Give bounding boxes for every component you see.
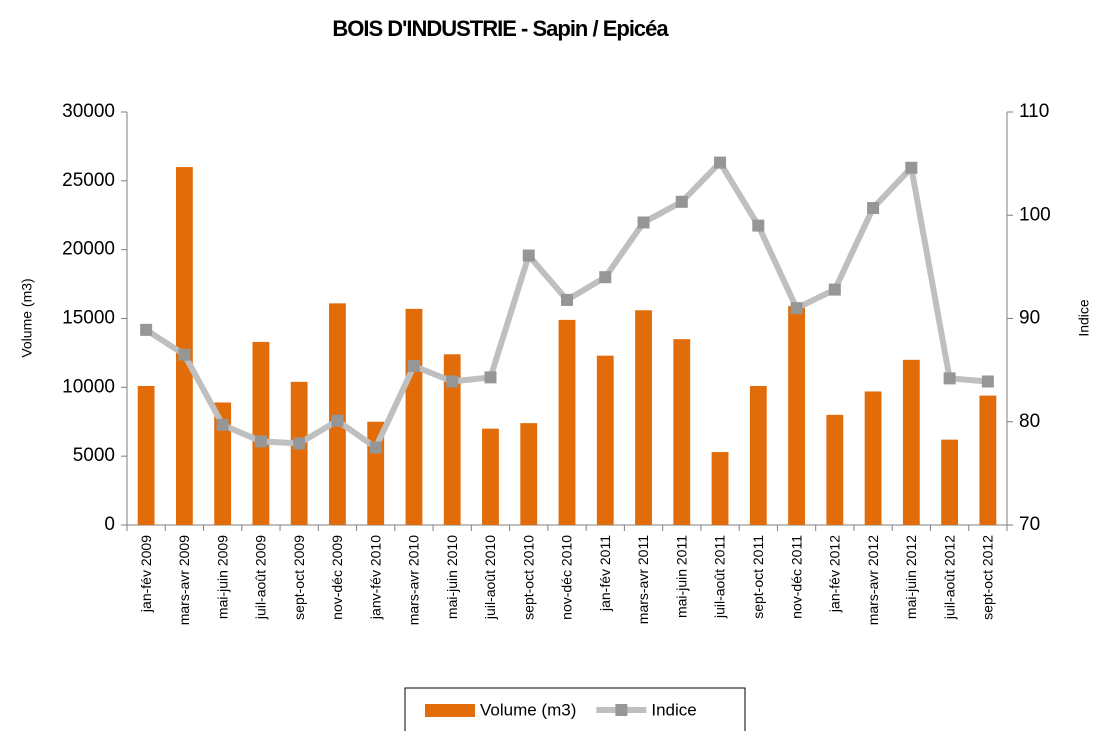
marker — [484, 371, 497, 384]
x-tick-label: juil-août 2010 — [482, 535, 498, 620]
bar — [711, 452, 729, 525]
marker — [905, 161, 918, 174]
y2-tick-label: 100 — [1019, 204, 1051, 225]
y-tick-label: 5000 — [73, 445, 115, 466]
bar — [443, 354, 461, 525]
x-tick-label: mai-juin 2010 — [444, 535, 460, 619]
x-tick-label: mars-avr 2009 — [176, 535, 192, 625]
bar — [290, 381, 308, 525]
x-tick-label: mars-avr 2011 — [635, 535, 651, 624]
bar — [214, 402, 232, 525]
marker — [828, 283, 841, 296]
x-tick-label: sept-oct 2012 — [980, 535, 996, 620]
marker — [637, 216, 650, 229]
x-tick-label: mai-juin 2009 — [214, 535, 230, 619]
marker — [675, 195, 688, 208]
marker — [369, 441, 382, 454]
y-tick-label: 25000 — [62, 170, 115, 191]
bar — [979, 395, 997, 525]
y2-axis-label: Indice — [1076, 299, 1092, 337]
chart-title: BOIS D'INDUSTRIE - Sapin / Epicéa — [332, 16, 669, 41]
marker — [867, 202, 880, 215]
x-tick-label: mai-juin 2011 — [673, 535, 689, 618]
marker — [446, 375, 459, 388]
y-tick-label: 15000 — [62, 308, 115, 329]
x-tick-label: sept-oct 2009 — [291, 535, 307, 620]
bar — [405, 308, 423, 525]
marker — [178, 348, 191, 361]
bar — [788, 306, 805, 525]
y-axis-label: Volume (m3) — [19, 278, 35, 357]
x-tick-label: juil-août 2011 — [712, 535, 728, 619]
bar — [558, 319, 576, 525]
y2-tick-label: 90 — [1019, 308, 1040, 329]
marker — [522, 249, 535, 262]
y-tick-label: 20000 — [62, 239, 115, 260]
x-tick-label: jan-fév 2011 — [597, 535, 613, 612]
marker — [943, 372, 956, 385]
y2-tick-label: 70 — [1019, 514, 1040, 535]
bar — [596, 355, 614, 525]
marker — [140, 323, 153, 336]
y-tick-label: 10000 — [62, 376, 115, 397]
marker — [407, 359, 420, 372]
x-tick-label: nov-déc 2010 — [559, 535, 575, 620]
bar — [137, 385, 155, 525]
x-tick-label: sept-oct 2011 — [750, 535, 766, 619]
bar — [826, 414, 844, 525]
x-tick-label: juil-août 2012 — [941, 535, 957, 620]
bar — [941, 439, 959, 525]
marker — [714, 156, 727, 169]
marker — [752, 219, 765, 232]
x-tick-label: sept-oct 2010 — [520, 535, 536, 620]
marker — [293, 437, 306, 450]
marker — [599, 271, 612, 284]
legend-label: Volume (m3) — [480, 700, 576, 719]
y-tick-label: 0 — [104, 514, 115, 535]
y2-tick-label: 80 — [1019, 411, 1040, 432]
marker — [561, 293, 573, 306]
y2-tick-label: 110 — [1019, 101, 1049, 122]
bar — [673, 339, 691, 525]
x-tick-label: janv-fév 2010 — [367, 535, 383, 620]
marker — [331, 414, 344, 427]
x-tick-label: nov-déc 2009 — [329, 535, 345, 620]
bar — [749, 385, 767, 525]
y-tick-label: 30000 — [62, 101, 115, 122]
x-tick-label: jan-fév 2009 — [138, 535, 154, 613]
x-tick-label: mai-juin 2012 — [903, 535, 919, 619]
x-tick-label: juil-août 2009 — [253, 535, 269, 620]
bar — [482, 428, 499, 525]
bar — [635, 310, 652, 525]
marker — [216, 418, 229, 431]
bar — [252, 341, 270, 525]
marker — [254, 435, 267, 448]
x-tick-label: mars-avr 2010 — [406, 535, 422, 625]
marker — [981, 375, 994, 388]
legend-swatch — [425, 704, 475, 717]
x-tick-label: jan-fév 2012 — [827, 535, 843, 613]
x-tick-label: nov-déc 2011 — [788, 535, 804, 619]
bar — [864, 391, 882, 525]
legend-label: Indice — [651, 700, 696, 719]
bar — [329, 303, 346, 525]
bar — [175, 167, 193, 526]
x-tick-label: mars-avr 2012 — [865, 535, 881, 625]
bar — [520, 423, 538, 525]
marker — [790, 302, 803, 315]
legend-marker — [615, 704, 628, 716]
bar — [902, 359, 920, 525]
